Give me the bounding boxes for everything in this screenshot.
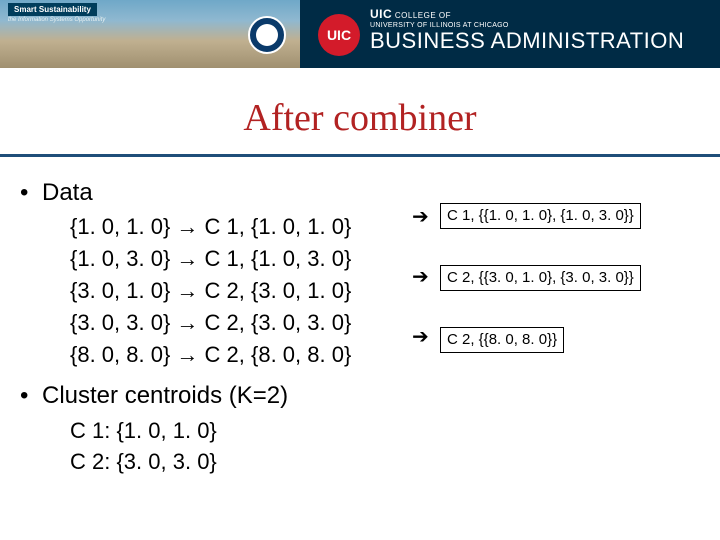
centroid-rows-block: C 1: {1. 0, 1. 0} C 2: {3. 0, 3. 0} [20,416,700,478]
college-line1: UIC COLLEGE OF [370,8,684,21]
page-title: After combiner [0,96,720,140]
banner-left-photo: Smart Sustainability the Information Sys… [0,0,300,68]
header-banner: Smart Sustainability the Information Sys… [0,0,720,68]
banner-right-college: UIC UIC COLLEGE OF UNIVERSITY OF ILLINOI… [300,0,720,68]
data-heading: Data [42,179,93,207]
college-of-text: COLLEGE OF [392,11,451,20]
bullet-dot-icon: • [20,382,42,410]
centroids-heading: Cluster centroids (K=2) [42,382,288,410]
result-box: C 1, {{1. 0, 1. 0}, {1. 0, 3. 0}} [440,203,641,229]
arrow-icon: ➔ [412,205,429,229]
result-boxes-group: ➔ C 1, {{1. 0, 1. 0}, {1. 0, 3. 0}} ➔ C … [440,203,641,389]
title-area: After combiner [0,68,720,154]
result-box: C 2, {{8. 0, 8. 0}} [440,327,564,353]
uic-logo-icon: UIC [318,14,360,56]
centroid-row: C 2: {3. 0, 3. 0} [70,447,700,478]
centroid-row: C 1: {1. 0, 1. 0} [70,416,700,447]
college-text-block: UIC COLLEGE OF UNIVERSITY OF ILLINOIS AT… [370,8,684,52]
smart-sustainability-label: Smart Sustainability [8,3,97,16]
content-area: • Data {1. 0, 1. 0} → C 1, {1. 0, 1. 0} … [0,157,720,478]
conference-badge-icon [248,16,286,54]
arrow-icon: ➔ [412,265,429,289]
college-line3: BUSINESS ADMINISTRATION [370,29,684,52]
subtag-label: the Information Systems Opportunity [8,17,105,23]
arrow-icon: ➔ [412,325,429,349]
badge-inner-icon [256,24,278,46]
college-uic-bold: UIC [370,7,392,21]
result-box: C 2, {{3. 0, 1. 0}, {3. 0, 3. 0}} [440,265,641,291]
bullet-dot-icon: • [20,179,42,207]
